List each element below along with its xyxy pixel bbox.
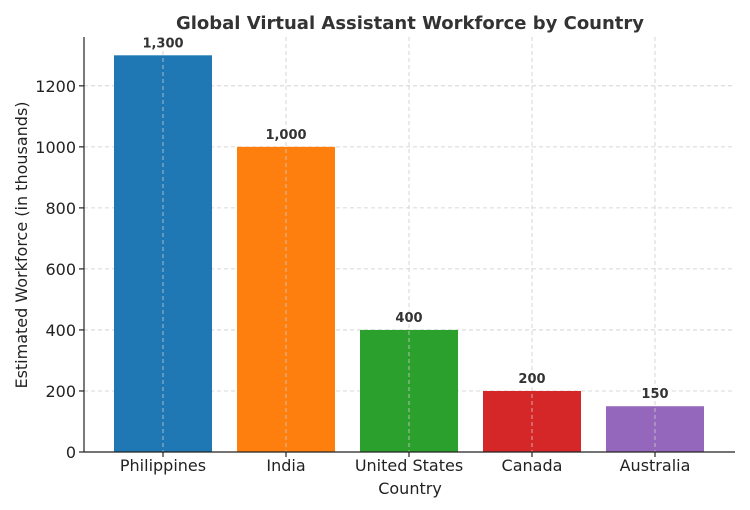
x-axis-ticks: Philippines India United States Canada Austr…: [120, 452, 690, 475]
y-tick-label: 1000: [35, 138, 76, 157]
x-tick-label: Canada: [502, 456, 563, 475]
y-axis-ticks: 0 200 400 600 800 1000 1200: [35, 77, 84, 462]
data-label: 1,000: [265, 128, 306, 143]
y-tick-label: 1200: [35, 77, 76, 96]
x-tick-label: India: [266, 456, 305, 475]
y-axis-label: Estimated Workforce (in thousands): [12, 101, 31, 388]
data-label: 1,300: [142, 36, 183, 51]
data-labels: 1,300 1,000 400 200 150: [142, 36, 668, 402]
data-label: 400: [395, 311, 422, 326]
data-label: 200: [518, 372, 545, 387]
chart-title: Global Virtual Assistant Workforce by Co…: [176, 13, 644, 34]
y-tick-label: 400: [45, 321, 76, 340]
x-axis-label: Country: [378, 479, 442, 498]
vertical-gridlines: [162, 37, 656, 452]
bars: [114, 55, 704, 452]
bar-canada: [483, 390, 581, 452]
y-tick-label: 800: [45, 199, 76, 218]
x-tick-label: United States: [355, 456, 463, 475]
y-tick-label: 0: [66, 443, 76, 462]
y-tick-label: 200: [45, 382, 76, 401]
x-tick-label: Philippines: [120, 456, 206, 475]
x-tick-label: Australia: [620, 456, 691, 475]
y-tick-label: 600: [45, 260, 76, 279]
data-label: 150: [641, 387, 668, 402]
